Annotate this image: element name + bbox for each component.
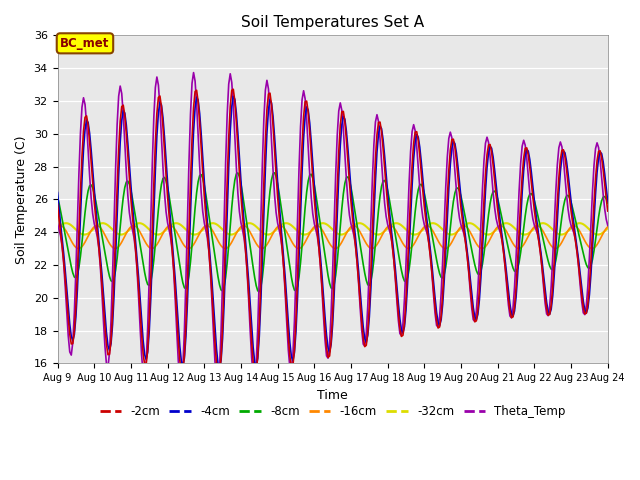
Text: BC_met: BC_met: [60, 37, 109, 50]
Title: Soil Temperatures Set A: Soil Temperatures Set A: [241, 15, 424, 30]
Y-axis label: Soil Temperature (C): Soil Temperature (C): [15, 135, 28, 264]
Legend: -2cm, -4cm, -8cm, -16cm, -32cm, Theta_Temp: -2cm, -4cm, -8cm, -16cm, -32cm, Theta_Te…: [95, 401, 570, 423]
X-axis label: Time: Time: [317, 389, 348, 402]
